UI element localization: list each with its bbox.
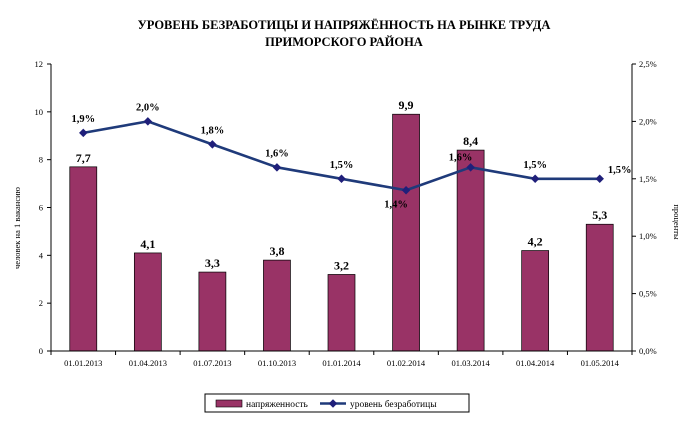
line-marker <box>530 174 540 184</box>
bar-value-label: 8,4 <box>463 134 478 148</box>
bar-value-label: 4,1 <box>140 237 155 251</box>
bar <box>69 166 98 352</box>
line-value-label: 1,5% <box>330 160 354 171</box>
bar <box>198 271 227 352</box>
line-labels-layer: 1,9% 2,0% 1,8% 1,6% 1,5% 1,4% 1,6% 1,5% 1,5% <box>71 102 631 210</box>
x-tick-label: 01.04.2014 <box>516 358 555 368</box>
line-value-label: 1,6% <box>449 152 473 163</box>
chart-title-line-2: ПРИМОРСКОГО РАЙОНА <box>265 35 423 49</box>
line-value-label: 1,9% <box>71 114 95 125</box>
y2-tick-label: 1,5% <box>639 174 657 184</box>
bar-labels-layer: 7,7 4,1 3,3 3,8 3,2 9,9 8,4 4,2 5,3 <box>76 98 607 272</box>
x-tick-label: 01.02.2014 <box>387 358 426 368</box>
y2-tick-label: 2,0% <box>639 116 657 126</box>
line-value-label: 1,4% <box>384 199 408 210</box>
bar <box>327 274 356 352</box>
x-ticks-layer: 01.01.2013 01.04.2013 01.07.2013 01.10.2013… <box>50 351 633 368</box>
x-tick-label: 01.03.2014 <box>451 358 490 368</box>
line-marker <box>79 128 88 138</box>
y-tick-label: 6 <box>39 203 43 213</box>
right-ticks-layer: 0,0% 0,5% 1,0% 1,5% 2,0% 2,5% <box>632 59 657 356</box>
line-value-label: 1,6% <box>265 148 289 159</box>
legend-bar-label: напряженность <box>246 400 309 410</box>
y-axis-label: человек на 1 вакансию <box>12 186 22 269</box>
y-tick-label: 2 <box>39 298 43 308</box>
y-tick-label: 10 <box>35 107 44 117</box>
line-value-label: 1,5% <box>523 160 547 171</box>
bar <box>133 252 162 352</box>
bar-value-label: 4,2 <box>528 235 543 249</box>
y-tick-label: 4 <box>39 250 44 260</box>
y-tick-label: 8 <box>39 155 43 165</box>
x-tick-label: 01.01.2014 <box>322 358 361 368</box>
bar-value-label: 7,7 <box>76 151 91 165</box>
y-tick-label: 12 <box>35 59 44 69</box>
x-tick-label: 01.05.2014 <box>581 358 620 368</box>
bar-value-label: 3,2 <box>334 258 349 272</box>
bar-value-label: 3,8 <box>269 244 284 258</box>
legend-bar-swatch <box>215 399 243 408</box>
line-marker <box>337 174 346 184</box>
line-marker <box>208 140 217 149</box>
bar <box>585 223 614 352</box>
bars-layer <box>69 113 614 352</box>
line-value-label: 1,8% <box>201 125 225 136</box>
legend: напряженность уровень безработицы <box>204 393 470 413</box>
legend-line-label: уровень безработицы <box>350 399 437 410</box>
line-marker <box>143 117 153 126</box>
y2-tick-label: 1,0% <box>639 231 657 241</box>
line-value-label: 2,0% <box>136 102 160 113</box>
bar-value-label: 3,3 <box>205 256 220 270</box>
y2-tick-label: 2,5% <box>639 59 657 69</box>
left-ticks-layer: 0 2 4 6 8 10 12 <box>35 59 51 356</box>
bar-value-label: 5,3 <box>592 208 607 222</box>
y-tick-label: 0 <box>39 346 43 356</box>
x-tick-label: 01.07.2013 <box>193 358 231 368</box>
x-tick-label: 01.01.2013 <box>64 358 102 368</box>
legend-line-marker <box>328 399 338 408</box>
line-marker <box>401 186 411 195</box>
bar-value-label: 9,9 <box>399 98 414 112</box>
bar <box>392 113 420 352</box>
line-marker <box>272 163 282 172</box>
y2-axis-label: проценты <box>672 204 682 240</box>
bar <box>263 259 291 352</box>
y2-tick-label: 0,0% <box>639 346 657 356</box>
y2-tick-label: 0,5% <box>639 289 657 299</box>
line-marker <box>466 163 475 172</box>
line-layer <box>79 117 604 195</box>
line-value-label: 1,5% <box>608 165 632 176</box>
bar <box>456 149 485 352</box>
chart-title-line-1: УРОВЕНЬ БЕЗРАБОТИЦЫ И НАПРЯЖЁННОСТЬ НА Р… <box>138 18 551 32</box>
x-tick-label: 01.04.2013 <box>129 358 167 368</box>
x-tick-label: 01.10.2013 <box>258 358 296 368</box>
line-marker <box>595 174 604 184</box>
bar <box>521 250 550 352</box>
